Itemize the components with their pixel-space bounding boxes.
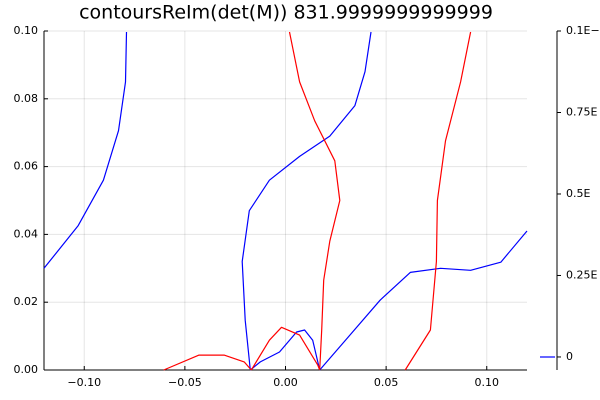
contour-line bbox=[319, 230, 528, 371]
y-tick-label: 0.08 bbox=[14, 92, 39, 105]
contour-line bbox=[404, 31, 472, 371]
x-tick-label: −0.10 bbox=[67, 376, 101, 389]
contour-line bbox=[249, 329, 321, 371]
x-tick-label: 0.05 bbox=[374, 376, 399, 389]
colorbar-tick-label: 0.1E− bbox=[566, 24, 600, 37]
x-tick-label: −0.05 bbox=[168, 376, 202, 389]
y-tick-label: 0.04 bbox=[14, 227, 39, 240]
y-tick-label: 0.02 bbox=[14, 295, 39, 308]
x-tick-label: 0.10 bbox=[475, 376, 500, 389]
y-tick-label: 0.00 bbox=[14, 363, 39, 376]
contour-line bbox=[43, 31, 128, 269]
contour-line bbox=[250, 326, 321, 371]
colorbar-tick-label: 0.75E bbox=[566, 105, 597, 118]
colorbar-tick-label: 0.25E bbox=[566, 268, 597, 281]
contour-line bbox=[288, 31, 341, 371]
x-tick-label: 0.00 bbox=[273, 376, 298, 389]
colorbar-tick-label: 0 bbox=[566, 350, 573, 363]
chart-title: contoursReIm(det(M)) 831.9999999999999 bbox=[79, 2, 493, 24]
contour-line bbox=[241, 31, 372, 371]
y-tick-label: 0.10 bbox=[14, 24, 39, 37]
contour-line bbox=[163, 354, 252, 371]
colorbar-tick-label: 0.5E bbox=[566, 187, 590, 200]
y-tick-label: 0.06 bbox=[14, 160, 39, 173]
